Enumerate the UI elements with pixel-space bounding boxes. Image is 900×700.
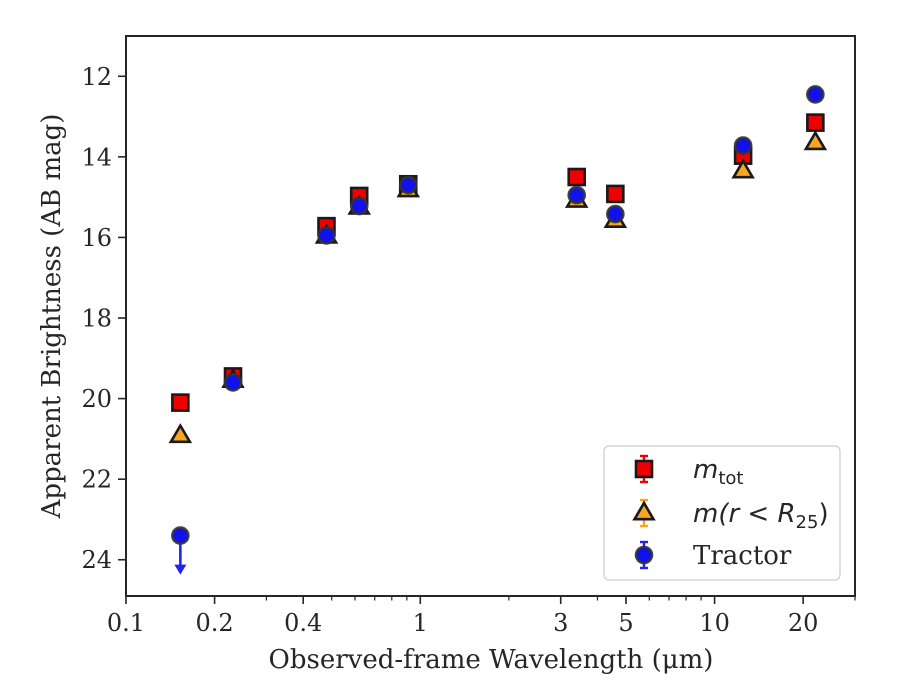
y-tick-label: 24 xyxy=(81,546,112,574)
mtot-point xyxy=(606,184,625,204)
y-tick-label: 16 xyxy=(81,224,112,252)
legend-box xyxy=(603,445,841,581)
tractor-point xyxy=(806,85,825,104)
legend-label-main: Tractor xyxy=(693,541,792,571)
tractor-point xyxy=(733,136,753,155)
x-axis-label: Observed-frame Wavelength (μm) xyxy=(269,645,714,675)
legend-label-mr25: m(r < R25) xyxy=(693,499,829,533)
legend-marker-mtot xyxy=(634,459,654,479)
x-tick-label: 20 xyxy=(788,609,819,637)
x-tick-label: 0.4 xyxy=(284,609,322,637)
legend-label-subscript: 25 xyxy=(796,512,819,533)
y-tick-label: 14 xyxy=(81,143,112,171)
legend-label-main: m(r < R xyxy=(693,499,796,529)
tractor-point xyxy=(223,373,243,392)
mr25-point xyxy=(168,423,193,444)
x-tick-label: 10 xyxy=(699,609,730,637)
upper-limit-arrowhead xyxy=(174,564,187,575)
legend-label-subscript: tot xyxy=(718,468,743,489)
plot-area xyxy=(168,85,828,575)
y-tick-label: 12 xyxy=(81,63,112,91)
tractor-point xyxy=(349,196,369,216)
y-tick-label: 22 xyxy=(81,466,112,494)
legend-entry-mtot: mtot xyxy=(634,454,743,489)
legend-label-main: m xyxy=(693,455,718,485)
tractor-point xyxy=(567,185,587,205)
axes-frame xyxy=(125,35,856,597)
x-tick-label: 5 xyxy=(618,609,633,637)
legend-marker-mr25 xyxy=(632,500,656,521)
legend-marker-tractor xyxy=(634,545,654,565)
tractor-point xyxy=(398,175,418,195)
mtot-point xyxy=(806,113,825,132)
series-tractor xyxy=(171,85,825,575)
x-tick-label: 1 xyxy=(413,609,428,637)
legend: mtot m(r < R25) Tractor xyxy=(603,445,841,581)
legend-entry-mr25: m(r < R25) xyxy=(632,498,829,533)
mr25-point xyxy=(731,158,755,179)
y-axis-label: Apparent Brightness (AB mag) xyxy=(37,114,67,520)
x-tick-label: 3 xyxy=(553,609,568,637)
legend-label-mtot: mtot xyxy=(693,455,743,489)
tractor-point xyxy=(606,204,625,224)
x-tick-label: 0.2 xyxy=(196,609,234,637)
y-tick-label: 20 xyxy=(81,385,112,413)
mr25-point xyxy=(803,130,828,151)
axes: 0.1 0.2 0.4 1 3 5 10 20 12 14 16 18 20 22 24 xyxy=(81,35,856,637)
y-tick-label: 18 xyxy=(81,305,112,333)
legend-label-tractor: Tractor xyxy=(693,541,792,571)
mtot-point xyxy=(567,167,587,187)
tractor-point xyxy=(317,226,336,245)
legend-entry-tractor: Tractor xyxy=(634,540,792,571)
legend-label-tail: ) xyxy=(818,499,828,529)
tractor-point xyxy=(171,526,190,545)
x-tick-label: 0.1 xyxy=(107,609,145,637)
mtot-point xyxy=(171,393,190,412)
